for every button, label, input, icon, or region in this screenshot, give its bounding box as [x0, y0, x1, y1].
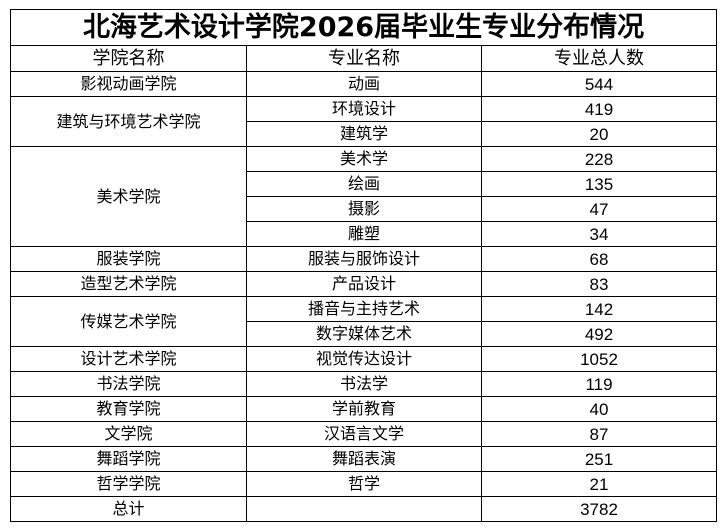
total-major	[246, 496, 482, 522]
count-cell: 419	[480, 96, 718, 122]
college-cell: 文学院	[10, 421, 247, 447]
major-cell: 哲学	[246, 471, 482, 497]
college-cell: 舞蹈学院	[10, 446, 247, 472]
college-cell: 建筑与环境艺术学院	[10, 96, 247, 147]
major-distribution-table: 北海艺术设计学院2026届毕业生专业分布情况 学院名称 专业名称 专业总人数 影…	[9, 9, 718, 522]
major-cell: 书法学	[246, 371, 482, 397]
table-row: 数字媒体艺术 492	[11, 321, 718, 347]
table-row: 设计艺术学院 视觉传达设计 1052	[10, 346, 718, 372]
count-cell: 1052	[480, 346, 718, 372]
table-row: 摄影 47	[11, 196, 718, 222]
table-row: 书法学院 书法学 119	[10, 371, 718, 397]
table-row: 舞蹈学院 舞蹈表演 251	[10, 446, 718, 472]
count-cell: 228	[480, 146, 718, 172]
college-cell: 设计艺术学院	[10, 346, 247, 372]
college-cell: 传媒艺术学院	[10, 296, 247, 347]
major-cell: 服装与服饰设计	[246, 246, 482, 272]
table-row: 造型艺术学院 产品设计 83	[10, 271, 718, 297]
count-cell: 20	[480, 121, 718, 147]
major-cell: 环境设计	[246, 96, 482, 122]
major-cell: 建筑学	[246, 121, 482, 147]
major-cell: 摄影	[246, 196, 482, 222]
college-cell: 哲学学院	[10, 471, 247, 497]
table-row: 教育学院 学前教育 40	[10, 396, 718, 422]
table-row: 绘画 135	[11, 171, 718, 197]
table-row: 建筑学 20	[11, 121, 718, 147]
count-cell: 87	[480, 421, 718, 447]
table-row: 影视动画学院 动画 544	[10, 71, 718, 97]
college-cell: 影视动画学院	[10, 71, 247, 97]
table-row: 哲学学院 哲学 21	[10, 471, 718, 497]
major-cell: 雕塑	[246, 221, 482, 247]
count-cell: 544	[480, 71, 718, 97]
count-cell: 251	[480, 446, 718, 472]
count-cell: 119	[480, 371, 718, 397]
header-count: 专业总人数	[480, 45, 718, 72]
header-college: 学院名称	[10, 45, 247, 72]
total-label: 总计	[10, 496, 247, 522]
college-cell: 服装学院	[10, 246, 247, 272]
count-cell: 135	[480, 171, 718, 197]
table-body: 影视动画学院 动画 544 建筑与环境艺术学院 环境设计 419 建筑学 20 美术学院 美术学 2…	[10, 71, 718, 497]
table-row: 服装学院 服装与服饰设计 68	[10, 246, 718, 272]
college-cell: 造型艺术学院	[10, 271, 247, 297]
major-cell: 播音与主持艺术	[246, 296, 482, 322]
count-cell: 492	[480, 321, 718, 347]
college-cell: 美术学院	[10, 146, 247, 247]
total-count: 3782	[480, 496, 718, 522]
major-cell: 动画	[246, 71, 482, 97]
major-cell: 视觉传达设计	[246, 346, 482, 372]
count-cell: 21	[480, 471, 718, 497]
count-cell: 47	[480, 196, 718, 222]
count-cell: 142	[480, 296, 718, 322]
total-row: 总计 3782	[10, 496, 718, 522]
table-row: 文学院 汉语言文学 87	[10, 421, 718, 447]
major-cell: 学前教育	[246, 396, 482, 422]
major-cell: 绘画	[246, 171, 482, 197]
header-major: 专业名称	[246, 45, 482, 72]
table-row: 传媒艺术学院 播音与主持艺术 142	[10, 296, 718, 347]
college-cell: 书法学院	[10, 371, 247, 397]
college-cell: 教育学院	[10, 396, 247, 422]
major-cell: 汉语言文学	[246, 421, 482, 447]
count-cell: 34	[480, 221, 718, 247]
major-cell: 数字媒体艺术	[246, 321, 482, 347]
table-row: 美术学院 美术学 228	[10, 146, 718, 247]
major-cell: 美术学	[246, 146, 482, 172]
table-row: 建筑与环境艺术学院 环境设计 419	[10, 96, 718, 147]
count-cell: 83	[480, 271, 718, 297]
major-cell: 舞蹈表演	[246, 446, 482, 472]
count-cell: 68	[480, 246, 718, 272]
table-title: 北海艺术设计学院2026届毕业生专业分布情况	[9, 9, 718, 46]
count-cell: 40	[480, 396, 718, 422]
table-row: 雕塑 34	[11, 221, 718, 247]
major-cell: 产品设计	[246, 271, 482, 297]
